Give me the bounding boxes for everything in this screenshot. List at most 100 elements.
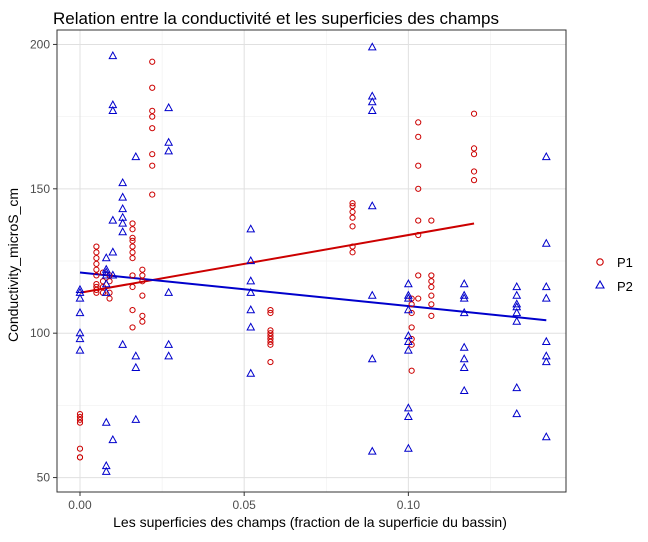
point-p1 <box>415 295 422 302</box>
point-p2 <box>512 290 522 299</box>
point-p2 <box>75 293 85 302</box>
point-p1 <box>470 110 478 117</box>
point-p1 <box>76 416 84 423</box>
point-p2 <box>459 362 469 371</box>
point-p1 <box>129 324 136 331</box>
point-p2 <box>512 383 522 392</box>
point-p1 <box>93 266 100 273</box>
point-p1 <box>267 332 274 340</box>
point-p2 <box>101 253 111 262</box>
x-axis-label: Les superficies des champs (fraction de … <box>113 514 507 530</box>
point-p2 <box>164 137 174 146</box>
y-tick-label: 200 <box>30 37 50 51</box>
axes: 0.00 0.05 0.10 50 100 150 200 <box>30 37 420 512</box>
point-p1 <box>415 231 422 239</box>
point-p1 <box>106 295 113 302</box>
x-tick-label: 0.10 <box>397 498 421 512</box>
trend-line-p1 <box>79 222 475 294</box>
point-p1 <box>428 292 435 299</box>
point-p2 <box>541 293 551 302</box>
chart-title: Relation entre la conductivité et les su… <box>53 9 499 28</box>
point-p2 <box>459 342 469 351</box>
point-p1 <box>267 338 274 345</box>
point-p1 <box>139 278 146 285</box>
point-p1 <box>149 107 156 114</box>
point-p2 <box>541 238 551 247</box>
point-p2 <box>367 97 377 106</box>
point-p1 <box>408 301 415 308</box>
point-p1 <box>267 327 274 334</box>
y-tick-label: 150 <box>30 182 50 196</box>
point-p1 <box>149 113 156 120</box>
point-p2 <box>459 290 469 299</box>
point-p1 <box>149 58 156 65</box>
point-p2 <box>512 281 522 291</box>
point-p1 <box>129 249 136 256</box>
legend-label-p1: P1 <box>617 255 633 270</box>
point-p2 <box>403 411 413 421</box>
x-tick-label: 0.00 <box>68 498 92 512</box>
point-p1 <box>349 223 356 230</box>
point-p2 <box>108 100 118 109</box>
point-p2 <box>75 328 85 337</box>
point-p1 <box>470 177 478 184</box>
point-p2 <box>459 385 469 395</box>
point-p2 <box>131 414 141 423</box>
point-p2 <box>108 270 118 279</box>
point-p1 <box>428 312 435 319</box>
point-p1 <box>139 312 146 319</box>
point-p1 <box>415 185 422 192</box>
legend-marker-p1 <box>596 258 604 266</box>
point-p2 <box>512 408 522 418</box>
trend-line-p2 <box>79 271 547 322</box>
y-tick-label: 100 <box>30 326 50 340</box>
point-p1 <box>139 292 146 299</box>
point-p2 <box>108 434 118 444</box>
point-p1 <box>415 133 422 140</box>
point-p2 <box>403 345 413 354</box>
point-p1 <box>93 286 100 293</box>
point-p2 <box>367 91 377 100</box>
trend-lines <box>79 222 547 322</box>
point-p1 <box>428 301 435 308</box>
point-p1 <box>93 281 100 288</box>
point-p1 <box>349 214 356 221</box>
point-p1 <box>349 243 356 250</box>
point-p2 <box>459 279 469 288</box>
point-p2 <box>403 336 413 345</box>
point-p2 <box>246 305 256 314</box>
point-p2 <box>108 215 118 224</box>
point-p2 <box>512 307 522 317</box>
point-p1 <box>129 226 136 233</box>
point-p1 <box>349 200 356 207</box>
legend-label-p2: P2 <box>617 279 633 294</box>
point-p2 <box>75 307 85 317</box>
legend-item-p2: P2 <box>595 279 633 294</box>
point-p1 <box>428 278 435 285</box>
point-p1 <box>149 84 156 91</box>
point-p2 <box>367 201 377 210</box>
point-p2 <box>246 276 256 285</box>
point-p2 <box>118 227 128 236</box>
point-p2 <box>164 102 174 112</box>
point-p1 <box>76 419 84 426</box>
point-p1 <box>415 119 422 126</box>
point-p1 <box>129 283 136 291</box>
point-p1 <box>267 309 274 317</box>
point-p1 <box>267 330 274 337</box>
point-p2 <box>108 247 118 256</box>
point-p2 <box>118 203 128 213</box>
point-p2 <box>164 351 174 360</box>
point-p1 <box>408 324 415 331</box>
point-p1 <box>267 335 274 343</box>
point-p2 <box>403 290 413 299</box>
point-p2 <box>367 354 377 363</box>
point-p2 <box>512 316 522 325</box>
point-p2 <box>541 351 551 360</box>
point-p1 <box>76 413 84 421</box>
legend: P1 P2 <box>595 255 633 294</box>
legend-item-p1: P1 <box>596 255 633 270</box>
point-p2 <box>367 105 377 114</box>
